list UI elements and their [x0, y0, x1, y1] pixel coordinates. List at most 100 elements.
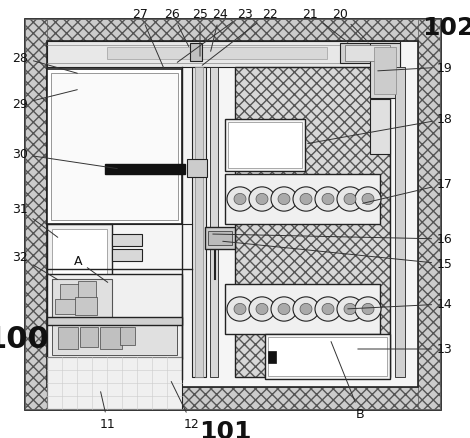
Bar: [225, 175, 380, 225]
Text: 31: 31: [12, 203, 58, 238]
Text: 13: 13: [358, 343, 453, 356]
Bar: [395, 68, 405, 377]
Circle shape: [249, 297, 275, 321]
Text: 29: 29: [12, 91, 77, 111]
Bar: [370, 44, 400, 99]
Bar: [370, 100, 390, 155]
Bar: [25, 20, 440, 42]
Text: 24: 24: [211, 7, 228, 52]
Text: 32: 32: [12, 251, 58, 280]
Circle shape: [362, 194, 374, 205]
Bar: [340, 44, 395, 64]
Text: 12: 12: [171, 381, 200, 431]
Bar: [192, 68, 206, 377]
Bar: [225, 284, 380, 334]
Bar: [58, 327, 78, 349]
Bar: [107, 48, 327, 60]
Bar: [120, 327, 135, 345]
Bar: [105, 165, 185, 175]
Bar: [47, 225, 112, 279]
Circle shape: [300, 304, 312, 315]
Bar: [268, 351, 276, 363]
Circle shape: [355, 297, 381, 321]
Circle shape: [271, 297, 297, 321]
Circle shape: [227, 187, 253, 212]
Bar: [47, 274, 182, 359]
Bar: [265, 334, 390, 379]
Bar: [112, 249, 142, 261]
Circle shape: [293, 297, 319, 321]
Circle shape: [278, 194, 290, 205]
Circle shape: [344, 304, 356, 315]
Bar: [25, 387, 440, 409]
Bar: [235, 68, 390, 377]
Circle shape: [344, 194, 356, 205]
Text: 101: 101: [199, 419, 251, 438]
Text: 19: 19: [378, 61, 453, 74]
Circle shape: [249, 187, 275, 212]
Bar: [47, 42, 400, 68]
Text: 102: 102: [422, 16, 470, 40]
Bar: [374, 48, 396, 95]
Bar: [345, 46, 390, 62]
Bar: [25, 20, 47, 409]
Circle shape: [362, 304, 374, 315]
Bar: [80, 327, 98, 347]
Text: 30: 30: [12, 148, 117, 169]
Bar: [52, 279, 112, 319]
Text: 14: 14: [348, 298, 453, 311]
Circle shape: [278, 304, 290, 315]
Text: 21: 21: [302, 7, 348, 43]
Bar: [112, 234, 142, 247]
Text: 23: 23: [177, 7, 253, 63]
Bar: [47, 42, 418, 387]
Bar: [55, 299, 80, 314]
Bar: [195, 68, 203, 377]
Bar: [25, 20, 440, 409]
Bar: [205, 227, 235, 249]
Text: 15: 15: [223, 242, 453, 271]
Bar: [75, 297, 97, 315]
Circle shape: [293, 187, 319, 212]
Bar: [47, 317, 182, 325]
Bar: [78, 281, 96, 303]
Text: 26: 26: [164, 7, 189, 47]
Text: 11: 11: [100, 392, 116, 431]
Circle shape: [355, 187, 381, 212]
Bar: [100, 327, 122, 349]
Bar: [235, 68, 390, 377]
Circle shape: [256, 304, 268, 315]
Circle shape: [337, 187, 363, 212]
Circle shape: [315, 297, 341, 321]
Circle shape: [322, 194, 334, 205]
Text: 16: 16: [213, 233, 453, 246]
Bar: [51, 74, 178, 220]
Bar: [228, 123, 302, 169]
Text: 25: 25: [192, 7, 208, 57]
Bar: [187, 159, 207, 177]
Bar: [52, 230, 107, 274]
Text: 28: 28: [12, 51, 78, 74]
Text: A: A: [74, 255, 108, 283]
Circle shape: [300, 194, 312, 205]
Text: 27: 27: [132, 7, 164, 69]
Circle shape: [234, 304, 246, 315]
Text: B: B: [331, 342, 364, 420]
Text: 18: 18: [308, 113, 453, 144]
Bar: [210, 68, 218, 377]
Text: 22: 22: [202, 7, 278, 66]
Circle shape: [337, 297, 363, 321]
Circle shape: [315, 187, 341, 212]
Bar: [225, 120, 305, 172]
Circle shape: [234, 194, 246, 205]
Bar: [47, 357, 182, 409]
Circle shape: [271, 187, 297, 212]
Bar: [52, 325, 177, 355]
Bar: [268, 337, 387, 376]
Bar: [47, 70, 182, 225]
Bar: [208, 231, 232, 245]
Bar: [190, 44, 202, 62]
Text: 20: 20: [332, 7, 368, 43]
Bar: [60, 284, 80, 302]
Circle shape: [227, 297, 253, 321]
